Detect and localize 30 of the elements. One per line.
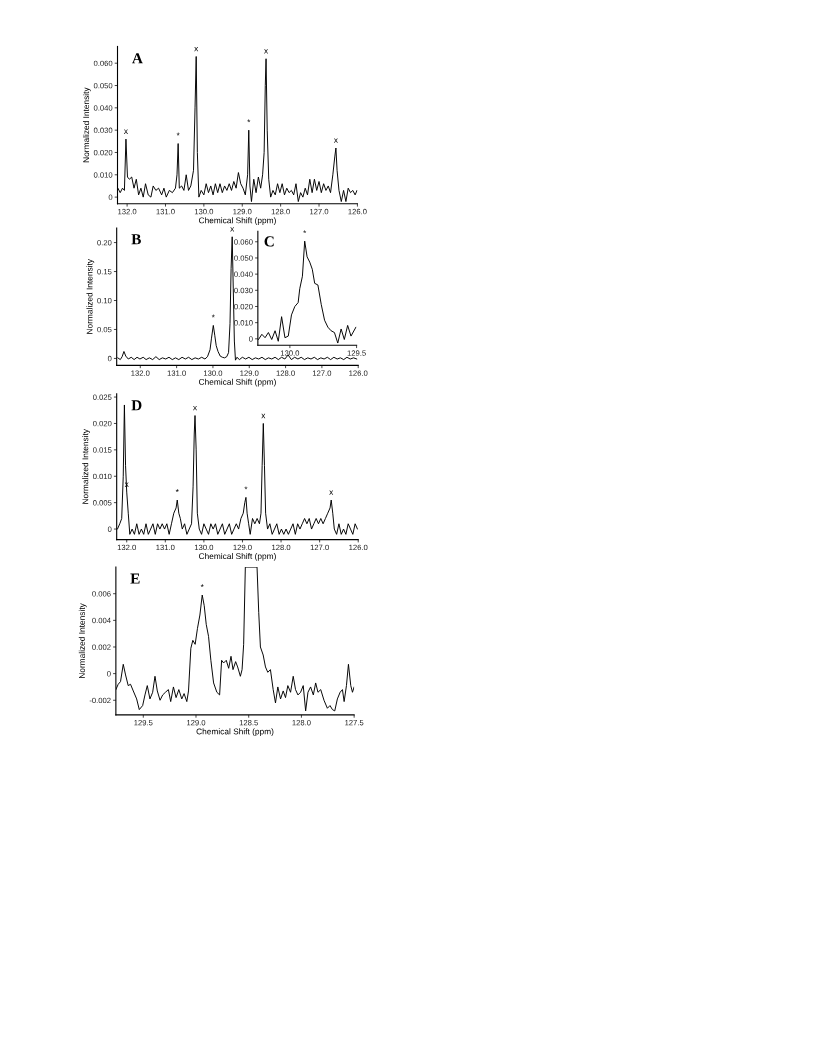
annotation: *	[303, 230, 307, 234]
y-axis-title: Normalized Intensity	[78, 603, 87, 679]
chart-title: B	[131, 234, 141, 245]
chart-title: D	[131, 400, 142, 411]
annotation: *	[200, 584, 204, 588]
annotation: x	[194, 46, 199, 52]
x-axis-title: Chemical Shift (ppm)	[198, 217, 276, 225]
annotation: *	[176, 132, 180, 136]
x-axis-title: Chemical Shift (ppm)	[196, 728, 274, 737]
annotation: *	[211, 314, 215, 318]
annotation: x	[333, 138, 338, 143]
annotation: x	[329, 490, 334, 495]
annotation: *	[247, 119, 251, 123]
annotation: *	[175, 489, 179, 493]
y-axis-title: Normalized Intensity	[82, 87, 91, 163]
y-axis-title: Normalized Intensity	[86, 259, 95, 334]
x-axis-title: Chemical Shift (ppm)	[198, 378, 276, 387]
annotation: x	[264, 49, 269, 54]
y-axis-title: Normalized Intensity	[82, 429, 90, 504]
annotation: x	[193, 405, 198, 411]
annotation: x	[123, 129, 128, 134]
annotation: x	[230, 227, 235, 232]
chart-title: C	[264, 236, 274, 247]
annotation: x	[261, 413, 266, 419]
annotation: x	[124, 482, 129, 487]
chart-title: A	[132, 53, 143, 64]
annotation: *	[244, 486, 248, 490]
line-series	[115, 567, 355, 712]
chart-title: E	[130, 573, 140, 584]
x-axis-title: Chemical Shift (ppm)	[198, 552, 276, 561]
